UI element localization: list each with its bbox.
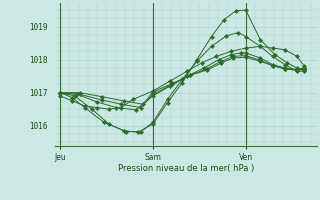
X-axis label: Pression niveau de la mer( hPa ): Pression niveau de la mer( hPa ) — [118, 164, 254, 173]
